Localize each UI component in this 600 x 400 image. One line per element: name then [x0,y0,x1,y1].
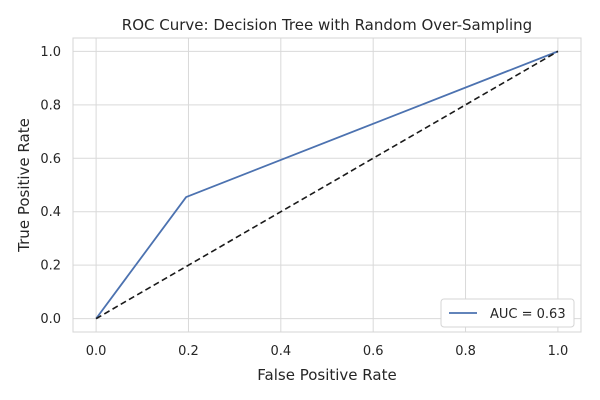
plot-frame [72,37,582,333]
y-tick-label-2: 0.4 [40,205,61,220]
y-tick-label-5: 1.0 [40,45,61,60]
series-layer [95,50,559,320]
legend: AUC = 0.63 [440,298,575,328]
x-tick-label-2: 0.4 [270,344,291,359]
x-axis-ticks: 0.0 0.2 0.4 0.6 0.8 1.0 [86,344,569,359]
y-tick-label-4: 0.8 [40,98,61,113]
y-axis-label: True Positive Rate [15,118,33,253]
x-tick-label-5: 1.0 [548,344,569,359]
chart-title: ROC Curve: Decision Tree with Random Ove… [122,16,532,34]
roc-curve-line [95,50,559,320]
y-tick-label-0: 0.0 [40,312,61,327]
legend-box [440,298,575,328]
x-tick-label-3: 0.6 [363,344,384,359]
y-axis-ticks: 0.0 0.2 0.4 0.6 0.8 1.0 [40,45,61,327]
x-tick-label-1: 0.2 [178,344,199,359]
x-tick-label-0: 0.0 [86,344,107,359]
y-tick-label-3: 0.6 [40,152,61,167]
x-tick-label-4: 0.8 [455,344,476,359]
x-axis-label: False Positive Rate [257,366,396,384]
legend-entry-auc: AUC = 0.63 [490,307,566,322]
plot-area [72,37,582,333]
y-tick-label-1: 0.2 [40,259,61,274]
chance-diagonal-line [95,50,559,320]
